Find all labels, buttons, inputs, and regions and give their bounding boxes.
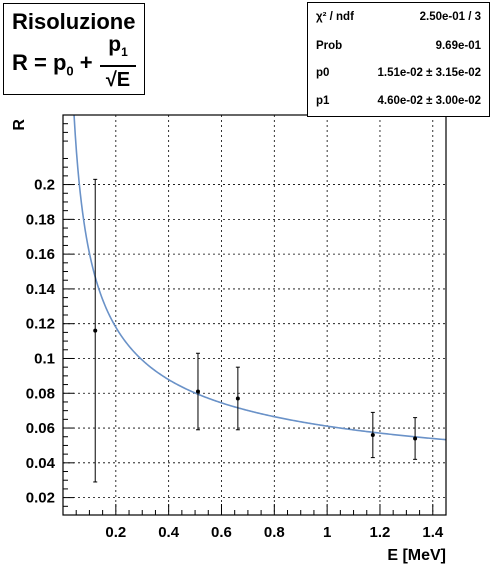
stat-p1: p1 4.60e-02 ± 3.00e-02 [316,95,481,111]
x-axis-label: E [MeV] [387,547,446,564]
grid-lines [63,115,446,515]
y-tick-label: 0.12 [26,316,55,333]
data-point [370,433,375,437]
formula-num-sub: 1 [121,45,128,60]
stat-value: 4.60e-02 ± 3.00e-02 [377,95,482,107]
stat-prob: Prob 9.69e-01 [316,40,481,56]
stat-label: Prob [316,40,343,52]
y-tick-label: 0.02 [26,490,55,507]
y-tick-label: 0.06 [26,420,55,437]
fit-curve [73,114,447,441]
y-tick-label: 0.04 [26,455,56,472]
x-tick-label: 0.2 [105,524,126,541]
x-tick-label: 0.8 [264,524,285,541]
stat-label: p0 [316,67,330,79]
plot-frame [62,114,447,516]
x-tick-label: 0.4 [158,524,180,541]
title-box: Risoluzione R = p0 + p1 √E [3,3,145,95]
y-tick-label: 0.08 [26,385,55,402]
x-tick-label: 1.4 [422,524,444,541]
y-axis-label: R [11,119,28,131]
stat-p0: p0 1.51e-02 ± 3.15e-02 [316,67,481,83]
fit-formula: R = p0 + [12,50,93,78]
stat-value: 1.51e-02 ± 3.15e-02 [377,67,482,79]
data-point [235,396,240,401]
formula-lhs: R = p [12,50,67,75]
chart-title: Risoluzione [12,9,136,34]
data-points [93,178,418,483]
x-tick-label: 1.2 [370,524,391,541]
y-tick-label: 0.1 [34,350,55,367]
stat-value: 2.50e-01 / 3 [419,11,481,23]
formula-num-symbol: p [108,33,122,56]
y-tick-label: 0.18 [26,211,55,228]
data-point [413,436,418,441]
stats-box: χ² / ndf 2.50e-01 / 3 Prob 9.69e-01 p0 1… [307,2,490,117]
data-point [93,328,98,333]
x-tick-label: 1 [323,524,331,541]
formula-numerator: p1 [100,32,136,68]
stat-value: 9.69e-01 [435,40,481,52]
y-tick-label: 0.14 [26,281,56,298]
axis-ticks: 0.2 0.4 0.6 0.8 1 1.2 1.4 0.02 0.04 0.06 0.08 0.1 0.… [26,123,444,541]
formula-lhs-sub: 0 [66,63,74,79]
stat-chi2: χ² / ndf 2.50e-01 / 3 [316,11,481,27]
y-tick-label: 0.2 [34,177,55,194]
y-tick-label: 0.16 [26,246,55,263]
formula-plus: + [73,50,93,75]
stat-label: χ² / ndf [316,11,354,23]
formula-fraction: p1 √E [100,32,136,93]
stat-label: p1 [316,95,330,107]
formula-denominator: √E [105,69,131,92]
data-point [195,389,200,394]
x-tick-label: 0.6 [211,524,232,541]
